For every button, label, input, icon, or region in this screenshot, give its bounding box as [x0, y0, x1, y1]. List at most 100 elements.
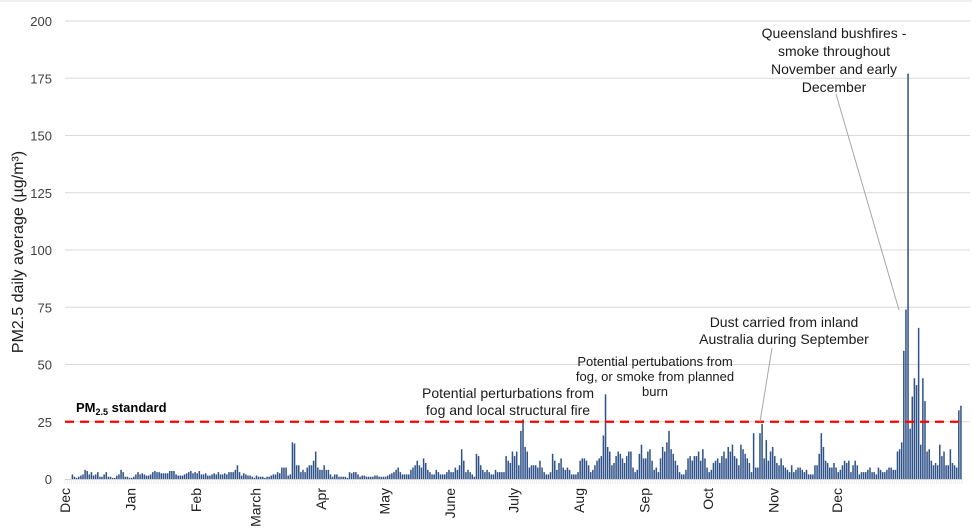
x-tick-label: Oct — [700, 488, 716, 510]
bar — [410, 469, 412, 479]
bar — [238, 472, 241, 479]
bar — [543, 472, 545, 479]
bar — [583, 458, 586, 479]
bar — [636, 469, 639, 479]
bar — [515, 451, 518, 479]
bar — [259, 476, 262, 479]
bar — [917, 327, 920, 479]
bar — [647, 451, 649, 479]
y-axis-label: PM2.5 daily average (µg/m³) — [10, 151, 27, 353]
x-tick-label: June — [442, 488, 458, 519]
bar — [331, 476, 334, 479]
bar — [152, 472, 154, 479]
bar — [403, 474, 406, 479]
x-tick-label: Feb — [188, 488, 204, 512]
bar — [852, 465, 854, 479]
bar — [522, 419, 524, 479]
bar — [919, 444, 922, 479]
annotation-text: smoke throughout — [778, 43, 890, 59]
bar — [463, 460, 465, 479]
bar — [217, 472, 220, 479]
bar — [82, 474, 84, 479]
bar — [596, 460, 598, 479]
bar — [257, 476, 260, 479]
bar — [283, 467, 285, 479]
y-tick-label: 175 — [30, 71, 52, 86]
y-tick-label: 25 — [38, 415, 52, 430]
bar — [820, 433, 823, 479]
bar — [625, 456, 628, 479]
bar — [793, 472, 795, 479]
bar — [611, 465, 613, 479]
y-tick-label: 50 — [38, 358, 52, 373]
bar — [308, 465, 311, 479]
bar — [393, 472, 395, 479]
x-tick-label: Sep — [637, 488, 653, 513]
bar — [761, 424, 763, 479]
bar — [528, 467, 531, 479]
bar — [867, 469, 869, 479]
bar — [657, 472, 660, 479]
bar — [314, 451, 317, 479]
bar — [953, 465, 956, 479]
y-tick-label: 125 — [30, 186, 52, 201]
bar — [496, 472, 499, 479]
bar — [336, 474, 338, 479]
bar — [892, 469, 895, 479]
bar — [824, 460, 827, 479]
x-tick-label: Nov — [766, 488, 782, 513]
bar — [530, 465, 533, 479]
bar — [551, 453, 554, 479]
bar — [570, 474, 573, 479]
bar — [797, 467, 799, 479]
bar — [422, 458, 425, 479]
bar — [845, 462, 848, 479]
bar — [388, 474, 391, 479]
x-tick-label: Dec — [57, 488, 73, 513]
bar — [289, 474, 292, 479]
bar — [617, 451, 619, 479]
bar — [653, 469, 655, 479]
bar — [928, 449, 930, 479]
bar — [877, 467, 880, 479]
bar — [498, 472, 501, 479]
bar — [807, 474, 810, 479]
bar — [458, 465, 461, 479]
bar — [448, 469, 450, 479]
bar — [247, 475, 249, 479]
bar — [708, 472, 710, 479]
y-tick-label: 75 — [38, 300, 52, 315]
bar — [909, 428, 911, 479]
bar — [71, 474, 74, 479]
bar — [803, 472, 806, 479]
bar — [638, 453, 641, 479]
bar — [837, 472, 839, 479]
bar — [361, 475, 363, 479]
bar — [116, 475, 118, 479]
bar — [835, 467, 837, 479]
bar — [306, 467, 308, 479]
bar — [365, 476, 368, 479]
bar — [484, 472, 486, 479]
bar — [699, 460, 702, 479]
bar — [120, 469, 122, 479]
bar — [809, 474, 812, 479]
annotation-text: burn — [642, 384, 668, 399]
bar — [632, 467, 634, 479]
bar — [200, 474, 203, 479]
bar — [526, 451, 529, 479]
bar — [926, 451, 928, 479]
bar — [606, 446, 609, 479]
bar — [670, 449, 672, 479]
bar — [278, 473, 281, 479]
bar — [291, 442, 294, 479]
bar — [285, 467, 287, 479]
bar — [814, 465, 816, 479]
bar — [378, 476, 380, 479]
bar — [416, 460, 418, 479]
bar — [735, 458, 738, 479]
bar — [683, 474, 685, 479]
bar — [452, 472, 454, 479]
bar — [934, 462, 937, 479]
bar — [727, 446, 729, 479]
